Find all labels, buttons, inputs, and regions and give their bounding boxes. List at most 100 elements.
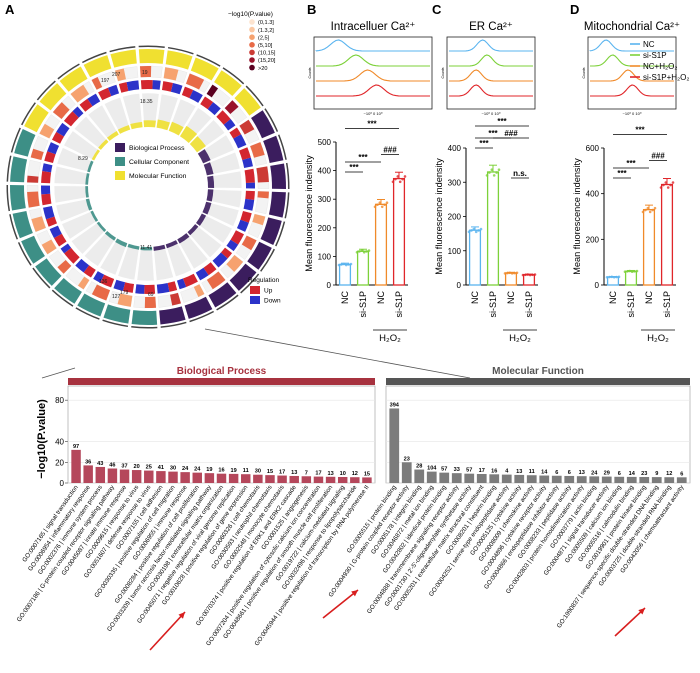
go-bar [119,469,130,483]
circos-tick-ring [160,321,187,328]
panel-label-b: B [307,2,316,17]
bar-data-point [401,177,404,181]
circos-down-bar [236,219,249,232]
circos-rich-factor-bar [90,210,99,222]
circos-term-sector [208,282,237,308]
circos-rich-factor-bar [156,119,170,131]
circos-count-label: 179 [120,290,129,296]
bar-data-point [344,263,348,267]
bar-data-point [474,230,478,234]
go-bar [426,471,437,483]
circos-down-bar [152,80,161,90]
circos-gene-count-bar [256,166,269,183]
go-bar-label: 4 [505,469,509,475]
bar-data-point [337,263,341,267]
circos-up-bar [245,190,255,201]
go-bar-label: 24 [591,470,598,476]
circos-down-bar [87,93,101,107]
go-bar-label: 13 [327,471,333,477]
go-bar-label: 23 [404,456,410,462]
go-y-tick-label: 20 [55,458,64,467]
go-bar [156,471,166,483]
circos-rich-factor-bar [98,139,109,150]
go-bar-label: 13 [291,470,297,476]
bar-data-point [671,181,675,184]
circos-up-bar [244,168,255,183]
bar-mark [486,171,500,286]
bar-data-point [340,263,343,266]
go-bar [401,462,412,483]
circos-term-sector [138,49,165,64]
circos-rich-factor-track [122,93,143,130]
circos-rich-factor-bar [104,231,117,241]
flow-axis-xlabel: ~10⁰ 0 10⁰ [482,111,501,116]
bar-data-point [362,250,366,254]
go-bar [362,477,372,483]
circos-rich-factor-bar [85,198,93,211]
circos-rich-factor-track [136,246,155,282]
panel-label-c: C [432,2,442,17]
significance-label: ### [504,129,518,138]
circos-count-label: 18.35 [140,99,153,105]
category-legend: Biological Process Cellular Component Mole… [115,143,189,180]
go-bar [389,408,400,483]
go-bar-label: 15 [364,471,370,477]
circos-term-sector [260,217,282,245]
bar-data-point [641,210,645,214]
bar-group-label: H₂O₂ [647,333,669,344]
bar-y-tick-label: 600 [586,144,600,153]
circos-gene-count-bar [91,76,103,90]
go-bar-label: 17 [279,470,285,476]
bar-category-label: NC [340,291,350,304]
go-bar-label: 19 [206,467,212,473]
circos-gene-count-bar [206,84,219,98]
go-bar-label: 10 [340,471,346,477]
bar-data-point [651,208,654,212]
circos-up-bar [63,111,79,127]
bar-data-point [633,270,636,273]
go-facet-strip [68,378,375,385]
circos-rich-factor-bar [115,238,128,248]
circos-down-bar [242,157,253,169]
bar-data-point [533,273,537,276]
circos-up-bar [45,216,58,227]
circos-up-bar [182,273,198,287]
circos-rich-factor-track [206,188,243,209]
circos-rich-factor-bar [197,149,211,164]
circos-up-bar [240,211,252,223]
bar-data-point [479,227,483,231]
go-bar [216,473,227,483]
circos-down-bar [245,182,255,189]
flow-legend-label: NC+H₂O₂ [643,62,677,71]
go-bar [451,473,462,483]
bar-data-point [394,177,397,181]
go-bar-label: 7 [305,470,308,476]
category-legend-label: Cellular Component [129,159,189,166]
bar-data-point [355,250,359,254]
circos-term-sector [54,277,82,304]
circos-up-bar [44,151,56,163]
go-bar-label: 17 [315,471,321,477]
bar-mark [356,250,370,286]
category-legend-label: Molecular Function [129,173,187,180]
circos-rich-factor-bar [91,149,100,161]
circos-term-sector [131,310,158,325]
bar-mark [642,208,656,286]
flow-axis-ylabel: Counts [308,67,312,78]
circos-tick-ring [196,54,221,67]
circos-gene-count-bar [117,293,133,307]
circos-tick-ring [240,273,260,294]
circos-gene-count-bar [163,67,179,81]
circos-down-bar [156,283,170,294]
circos-tick-ring [82,51,107,64]
circos-rich-factor-track [83,230,117,267]
pvalue-legend-swatch [249,49,255,56]
significance-label: *** [635,126,645,135]
bar-mark [504,272,518,286]
flow-panel-frame [313,36,433,110]
circos-tick-ring [245,85,264,107]
flow-axis-ylabel: Counts [582,67,586,78]
bar-data-point [373,205,377,209]
circos-gene-count-bar [250,142,265,158]
